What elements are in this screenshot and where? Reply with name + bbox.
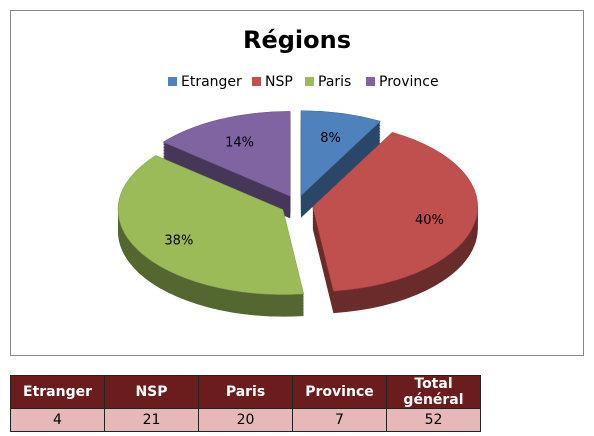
slice — [312, 132, 478, 292]
header-cell: NSP — [104, 375, 199, 409]
slice — [162, 111, 291, 197]
data-label: 14% — [225, 135, 254, 150]
header-cell: Etranger — [10, 375, 105, 409]
data-cell: 20 — [198, 408, 293, 432]
legend-swatch — [305, 77, 314, 86]
data-row: 4 21 20 7 52 — [10, 408, 481, 432]
legend-label: Etranger — [181, 74, 242, 90]
data-label: 38% — [164, 234, 193, 249]
legend-swatch — [366, 77, 375, 86]
legend-swatch — [252, 77, 261, 86]
legend-label: Paris — [318, 74, 351, 90]
slice — [300, 110, 381, 197]
chart-title: Régions — [243, 26, 351, 54]
data-label: 8% — [320, 131, 341, 146]
data-cell: 4 — [10, 408, 105, 432]
data-cell: 52 — [386, 408, 481, 432]
legend-label: Province — [379, 74, 439, 90]
header-cell: Total général — [386, 375, 481, 409]
header-row: Etranger NSP Paris Province Total général — [10, 375, 481, 409]
legend-label: NSP — [265, 74, 293, 90]
data-cell: 7 — [292, 408, 387, 432]
header-cell: Paris — [198, 375, 293, 409]
data-cell: 21 — [104, 408, 199, 432]
legend-swatch — [168, 77, 177, 86]
data-table: Etranger NSP Paris Province Total général 4 21… — [10, 375, 481, 432]
data-label: 40% — [415, 213, 444, 228]
chart: Régions Etranger NSP Paris Province 8% 40% 38%… — [10, 10, 584, 356]
slice — [117, 155, 304, 295]
header-cell: Province — [292, 375, 387, 409]
